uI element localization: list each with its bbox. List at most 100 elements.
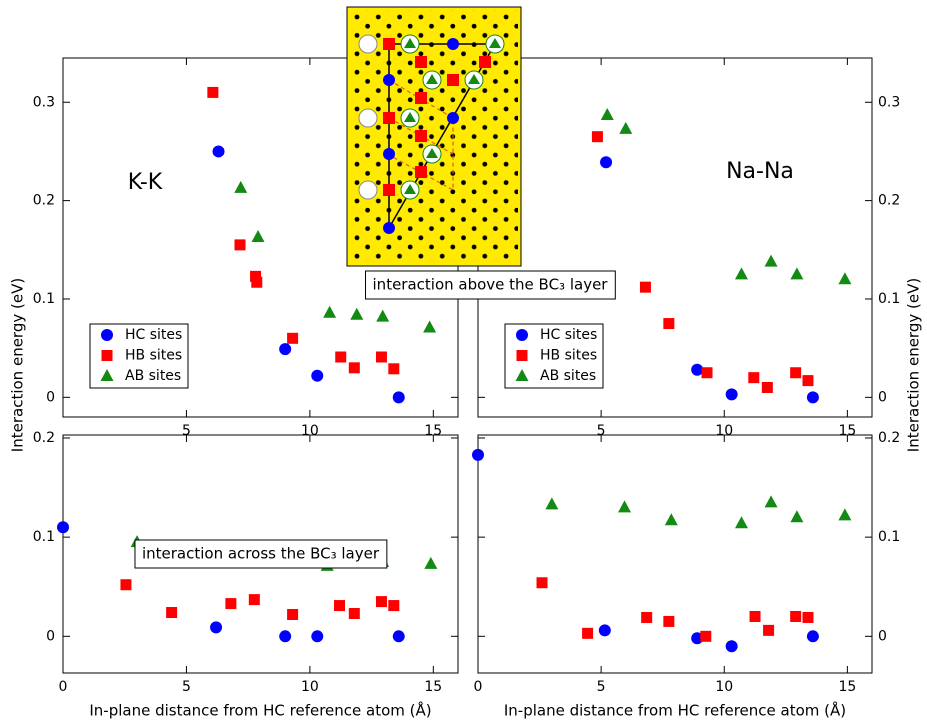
legend-label: HC sites [540,327,597,343]
point [57,521,69,534]
point [376,309,390,322]
annotation-box [134,539,388,569]
point [392,391,405,404]
point [388,600,400,612]
point [334,600,345,612]
inset-squares [383,38,491,196]
x-tick-label: 15 [424,679,442,695]
point [348,608,360,619]
point [248,594,260,606]
point [749,610,761,622]
point [120,579,132,591]
point [287,332,299,344]
point [763,624,775,636]
point [348,362,360,374]
x-tick-label: 5 [182,679,191,695]
y-tick-label: 0 [878,628,887,644]
inset-circles [383,38,459,234]
point [802,611,814,623]
point [392,630,405,643]
point [250,270,262,282]
point [691,632,704,645]
y-tick-label: 0.2 [878,193,900,209]
point [545,497,559,510]
y-tick-label: 0.3 [878,94,900,110]
legend-label: AB sites [540,368,596,384]
point [600,108,614,121]
point [279,343,292,356]
y-tick-label: 0 [46,389,55,405]
plots: 0 0.1 0.2 0.3 5 10 15 HC sites HB sites AB sites K… [9,57,923,720]
inset-triangles [404,38,501,194]
y-tick-label: 0.1 [878,529,900,545]
annotation: interaction above the BC₃ layer [373,276,609,294]
point [806,630,819,643]
point [618,500,632,513]
panel: 0 0.1 0.2 0 5 10 15 In-plane distance from HC r… [472,430,900,720]
x-tick-label: 0 [59,679,68,695]
lattice-inset [346,6,522,267]
point [582,627,594,639]
point [790,267,804,280]
annotation: interaction across the BC₃ layer [142,545,380,563]
point [311,369,324,382]
x-tick-label: 5 [597,679,606,695]
point [591,131,603,143]
y-axis-label: Interaction energy (eV) [905,278,923,452]
legend-marker [100,369,114,381]
point [701,367,713,379]
point [424,556,438,569]
x-axis-label: In-plane distance from HC reference atom… [89,701,431,720]
annotations: interaction above the BC₃ layer interacti… [134,270,616,569]
point [536,577,548,589]
point [725,388,738,401]
y-tick-label: 0.1 [33,529,55,545]
point [790,610,802,622]
legend-label: HB sites [125,348,182,364]
point [725,640,738,653]
legend-label: HB sites [540,348,597,364]
point [806,391,819,404]
point [323,305,337,318]
y-axis-label: Interaction energy (eV) [9,278,27,452]
point [641,611,653,623]
point [691,363,704,376]
legend-marker [515,369,529,381]
point [748,372,760,384]
point [663,615,675,627]
point [279,630,292,643]
point [388,363,400,375]
legend-label: HC sites [125,327,182,343]
x-tick-label: 0 [474,679,483,695]
plot-frame [477,434,873,674]
point [664,513,678,526]
plot-frame [62,434,459,674]
point [375,351,387,363]
point [663,318,675,330]
point [335,351,347,363]
point [225,598,237,610]
y-tick-label: 0.1 [33,291,55,307]
point [764,495,778,508]
point [790,510,804,523]
point [734,267,748,280]
legend: HC sites HB sites AB sites [89,323,189,389]
panel-label: K-K [128,170,163,195]
point [423,320,437,333]
point [375,596,387,608]
point [234,239,246,251]
point [287,608,299,620]
point [761,381,773,393]
y-tick-label: 0 [878,389,887,405]
legend-label: AB sites [125,368,181,384]
point [166,607,178,619]
panel-label: Na-Na [726,159,794,184]
x-tick-label: 15 [838,679,856,695]
point [598,624,611,637]
legend: HC sites HB sites AB sites [504,323,604,389]
point [639,281,651,293]
point [234,180,248,193]
